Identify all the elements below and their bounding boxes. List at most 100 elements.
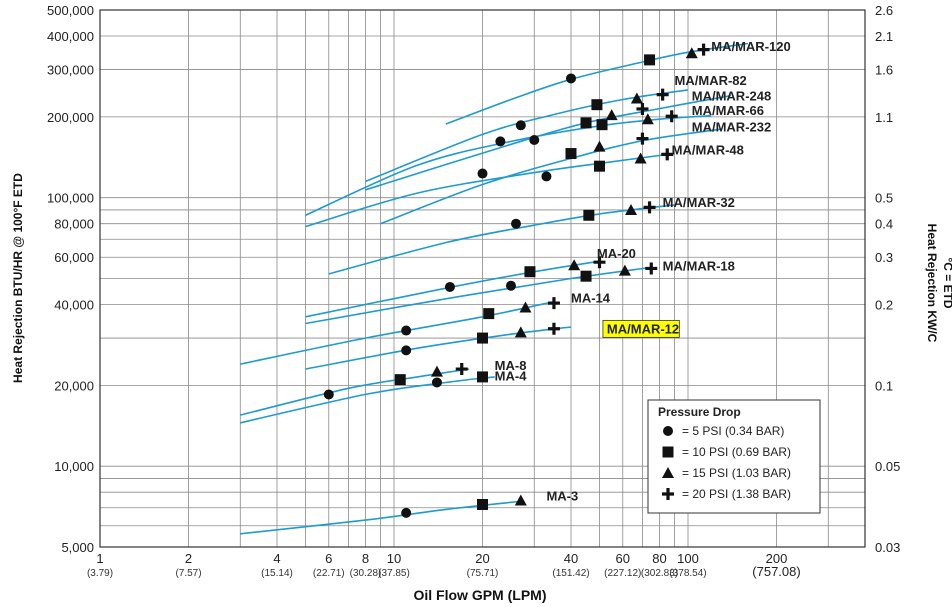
y2-tick-label: 0.03 xyxy=(875,540,900,555)
square-marker xyxy=(662,446,674,458)
circle-marker xyxy=(401,507,412,518)
y2-axis-subtitle: °C = ETD xyxy=(941,257,952,308)
series-line xyxy=(305,152,675,228)
triangle-marker xyxy=(430,365,443,377)
circle-marker xyxy=(566,73,577,84)
series-label: MA/MAR-32 xyxy=(663,195,735,210)
y-tick-label: 200,000 xyxy=(47,110,94,125)
circle-marker xyxy=(541,171,552,182)
x-tick-label: 4 xyxy=(273,551,280,566)
series-label: MA/MAR-120 xyxy=(711,39,790,54)
ticks: 1 (3.79) 2 (7.57) 4 (15.14) 6 (22.71) 8 (30.28) 10… xyxy=(47,3,900,579)
y2-tick-label: 0.2 xyxy=(875,298,893,313)
series-line xyxy=(305,326,572,370)
triangle-marker xyxy=(568,259,581,271)
series-line xyxy=(365,89,689,183)
y-tick-label: 40,000 xyxy=(54,298,94,313)
x-tick-label: 60 xyxy=(616,551,630,566)
markers xyxy=(323,43,710,518)
x-tick-label: 100 xyxy=(677,551,699,566)
y2-tick-label: 0.3 xyxy=(875,250,893,265)
series-label: MA/MAR-48 xyxy=(672,143,744,158)
y-tick-label: 400,000 xyxy=(47,29,94,44)
y2-tick-label: 0.5 xyxy=(875,191,893,206)
square-marker xyxy=(524,266,536,278)
y2-tick-label: 1.6 xyxy=(875,63,893,78)
y-tick-label: 300,000 xyxy=(47,63,94,78)
circle-marker xyxy=(510,218,521,229)
legend-box xyxy=(647,399,821,514)
x-tick-sublabel: (3.79) xyxy=(87,568,113,579)
series-label: MA/MAR-12 xyxy=(607,321,679,336)
plus-marker xyxy=(661,148,674,161)
triangle-marker xyxy=(634,152,647,164)
series-line xyxy=(240,376,495,424)
y2-tick-label: 2.1 xyxy=(875,29,893,44)
square-marker xyxy=(477,332,488,344)
series-line xyxy=(305,266,652,325)
label-highlight xyxy=(602,319,680,338)
triangle-marker xyxy=(514,494,527,506)
y-tick-label: 100,000 xyxy=(47,191,94,206)
triangle-marker xyxy=(514,326,527,338)
triangle-marker xyxy=(519,301,532,313)
circle-marker xyxy=(431,377,442,388)
series-label: MA-4 xyxy=(495,369,528,384)
series-label: MA-14 xyxy=(571,291,611,306)
y-axis-title: Heat Rejection BTU/HR @ 100°F ETD xyxy=(11,173,25,383)
x-tick-label: 20 xyxy=(475,551,489,566)
series-line xyxy=(240,300,555,365)
plus-marker xyxy=(455,363,468,376)
series-label: MA/MAR-18 xyxy=(663,259,735,274)
x-tick-sublabel: (7.57) xyxy=(175,568,201,579)
triangle-marker xyxy=(685,47,698,59)
series-line xyxy=(240,368,470,416)
series-line xyxy=(380,128,722,225)
plus-marker xyxy=(636,102,649,115)
square-marker xyxy=(593,160,605,172)
y-tick-label: 60,000 xyxy=(54,250,94,265)
y-tick-label: 500,000 xyxy=(47,3,94,18)
x-tick-label: 10 xyxy=(387,551,401,566)
x-tick-sublabel: (15.14) xyxy=(261,568,293,579)
series-label: MA/MAR-248 xyxy=(692,89,771,104)
series-line xyxy=(328,204,675,275)
square-marker xyxy=(580,117,592,129)
plus-marker xyxy=(697,43,710,56)
legend-entry: = 5 PSI (0.34 BAR) xyxy=(682,424,784,438)
triangle-marker xyxy=(593,140,606,152)
x-tick-label: 200 xyxy=(766,551,788,566)
series-label: MA/MAR-82 xyxy=(675,73,747,88)
square-marker xyxy=(580,270,592,282)
x-tick-label: 1 xyxy=(96,551,103,566)
y2-tick-label: 2.6 xyxy=(875,3,893,18)
plus-marker xyxy=(636,132,649,145)
y2-tick-label: 1.1 xyxy=(875,110,893,125)
plus-marker xyxy=(547,322,560,335)
x-tick-sublabel: (757.08) xyxy=(752,564,800,579)
x-tick-label: 80 xyxy=(652,551,666,566)
square-marker xyxy=(477,371,488,383)
series-label: MA-3 xyxy=(546,489,578,504)
square-marker xyxy=(591,99,603,111)
circle-marker xyxy=(323,389,334,400)
x-tick-label: 6 xyxy=(325,551,332,566)
y2-tick-label: 0.1 xyxy=(875,378,893,393)
circle-marker xyxy=(505,280,516,291)
square-marker xyxy=(477,498,488,510)
circle-marker xyxy=(663,426,673,436)
x-tick-sublabel: (378.54) xyxy=(669,568,706,579)
plus-marker xyxy=(643,201,656,214)
legend-entry: = 20 PSI (1.38 BAR) xyxy=(682,487,791,501)
x-tick-sublabel: (37.85) xyxy=(378,568,410,579)
x-tick-sublabel: (75.71) xyxy=(467,568,499,579)
circle-marker xyxy=(515,120,526,131)
x-axis-title: Oil Flow GPM (LPM) xyxy=(414,587,547,603)
y-tick-label: 5,000 xyxy=(61,540,94,555)
y2-axis-title: Heat Rejection KW/C xyxy=(925,224,939,343)
circle-marker xyxy=(529,134,540,145)
y-tick-label: 20,000 xyxy=(54,378,94,393)
x-tick-label: 8 xyxy=(362,551,369,566)
triangle-marker xyxy=(605,109,618,121)
plot-frame xyxy=(99,9,866,548)
